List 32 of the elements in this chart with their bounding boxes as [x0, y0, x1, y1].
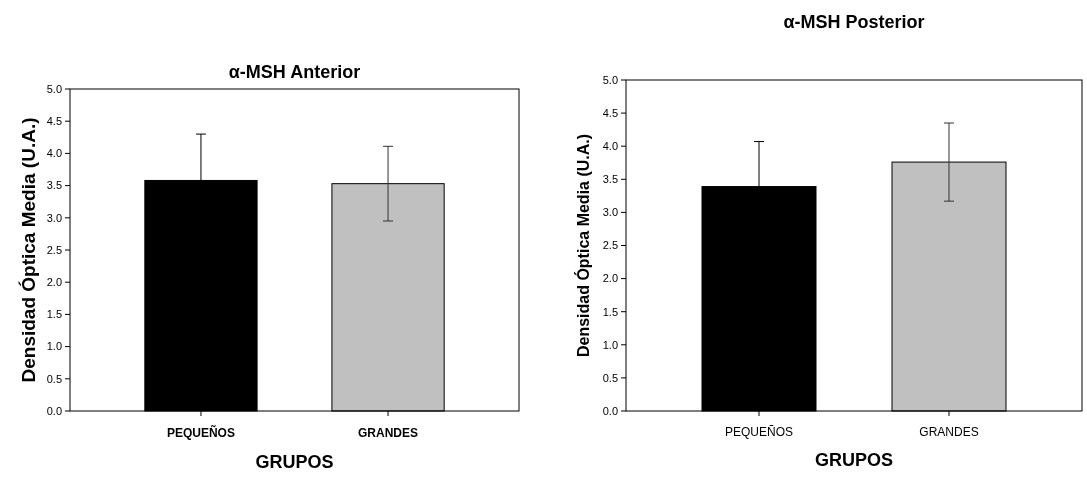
y-tick-label: 3.5 [602, 173, 618, 186]
y-tick-label: 2.0 [46, 276, 62, 289]
y-tick-label: 3.0 [46, 211, 62, 224]
y-tick-label: 0.0 [46, 404, 62, 417]
y-axis-title: Densidad Óptica Media (U.A.) [573, 133, 592, 358]
y-tick-label: 1.5 [602, 305, 618, 318]
y-axis-title: Densidad Óptica Media (U.A.) [17, 117, 39, 383]
y-tick-label: 0.0 [602, 404, 618, 417]
x-axis-title: GRUPOS [255, 452, 334, 472]
y-tick-label: 5.0 [46, 82, 62, 95]
y-tick-label: 0.5 [46, 372, 62, 385]
x-tick-label: GRANDES [919, 425, 979, 439]
y-tick-label: 0.5 [602, 371, 618, 384]
y-tick-label: 4.5 [46, 115, 62, 128]
y-tick-label: 3.5 [46, 179, 62, 192]
y-tick-label: 4.5 [602, 106, 618, 119]
y-tick-label: 1.0 [46, 340, 62, 353]
x-tick-label: PEQUEÑOS [724, 425, 794, 439]
x-axis-title: GRUPOS [814, 450, 894, 470]
y-tick-label: 1.0 [602, 338, 618, 351]
x-tick-label: PEQUEÑOS [166, 425, 235, 440]
y-tick-label: 4.0 [46, 147, 62, 160]
y-tick-label: 1.5 [46, 308, 62, 321]
y-tick-label: 2.5 [602, 239, 618, 252]
chart-title: α-MSH Posterior [783, 12, 925, 32]
y-tick-label: 2.5 [46, 243, 62, 256]
chart-title: α-MSH Anterior [228, 62, 361, 82]
y-tick-label: 3.0 [602, 206, 618, 219]
x-tick-label: GRANDES [358, 426, 419, 440]
y-tick-label: 4.0 [602, 140, 618, 153]
y-tick-label: 2.0 [602, 272, 618, 285]
y-tick-label: 5.0 [602, 73, 618, 86]
